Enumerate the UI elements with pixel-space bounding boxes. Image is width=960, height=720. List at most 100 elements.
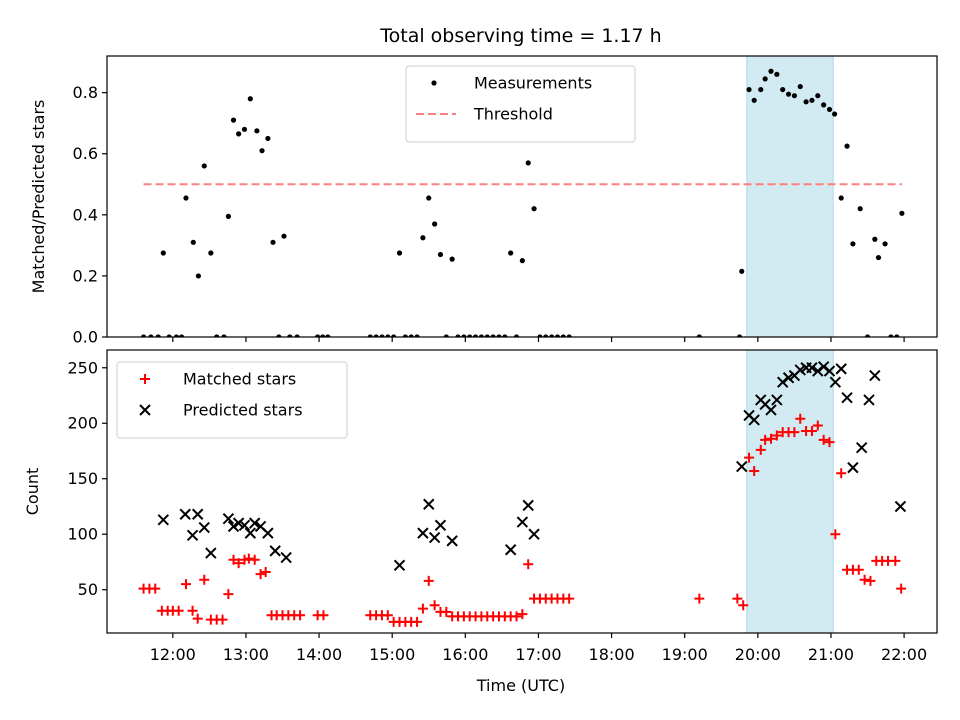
data-point [751, 97, 757, 103]
data-point [148, 334, 154, 337]
data-point [525, 160, 531, 166]
data-point [841, 392, 853, 404]
y-tick-label: 100 [67, 525, 98, 544]
data-point [259, 148, 265, 154]
data-point [517, 609, 528, 620]
data-point [155, 334, 161, 337]
data-point [467, 334, 473, 337]
data-point [564, 593, 575, 604]
data-point [771, 430, 782, 441]
data-point [243, 553, 254, 564]
data-point [864, 334, 871, 337]
data-point [157, 514, 170, 526]
data-point [836, 468, 847, 479]
data-point [890, 555, 901, 566]
data-point [318, 610, 329, 621]
data-point [281, 233, 287, 239]
data-point [262, 527, 274, 539]
data-point [455, 334, 461, 337]
data-point [160, 250, 166, 256]
data-point [771, 394, 783, 406]
y-tick-label: 0.8 [73, 83, 98, 102]
data-point [522, 499, 534, 512]
data-point [183, 195, 189, 201]
data-point [429, 600, 440, 611]
data-point [432, 221, 438, 227]
data-point [824, 437, 835, 448]
data-point [198, 521, 210, 534]
data-point [504, 544, 517, 556]
data-point [869, 369, 881, 382]
data-point [859, 574, 870, 585]
data-point [367, 334, 373, 337]
data-point [513, 334, 520, 337]
data-point [554, 334, 561, 337]
legend-label: Predicted stars [183, 401, 303, 420]
data-point [838, 195, 844, 201]
data-point [516, 516, 529, 528]
data-point [180, 579, 191, 590]
legend-swatch [139, 404, 151, 416]
data-point [560, 334, 566, 337]
data-point [417, 603, 428, 614]
data-point [863, 394, 875, 406]
data-point [523, 559, 534, 570]
data-point [875, 254, 882, 261]
data-point [412, 616, 423, 627]
legend-box [116, 361, 348, 439]
data-point [315, 334, 321, 337]
data-point [249, 554, 260, 565]
data-point [829, 376, 842, 388]
data-point [850, 241, 856, 247]
y-axis-label: Count [23, 468, 42, 516]
data-point [373, 334, 379, 337]
data-point [478, 334, 485, 337]
data-point [173, 334, 180, 337]
data-point [736, 334, 743, 337]
data-point [472, 334, 479, 337]
data-point [205, 547, 217, 559]
data-point [806, 426, 817, 437]
data-point [265, 135, 271, 142]
data-point [223, 589, 234, 600]
data-point [426, 195, 432, 201]
data-point [187, 605, 198, 616]
data-point [408, 334, 414, 337]
data-point [195, 273, 202, 279]
legend-label: Matched stars [183, 370, 296, 389]
data-point [249, 517, 261, 529]
data-point [748, 414, 760, 426]
data-point [830, 529, 841, 540]
data-point [795, 413, 806, 424]
data-point [228, 554, 239, 565]
data-point [835, 363, 847, 375]
data-point [294, 334, 300, 337]
data-point [166, 334, 172, 337]
data-point [244, 527, 257, 539]
highlight-span [746, 349, 834, 634]
data-point [423, 575, 434, 586]
x-tick-label: 14:00 [296, 645, 342, 664]
data-point [766, 433, 776, 444]
data-point [417, 527, 429, 539]
data-point [566, 334, 572, 337]
y-tick-label: 250 [67, 358, 98, 377]
data-point [809, 97, 815, 103]
data-point [320, 334, 326, 337]
data-point [519, 258, 525, 264]
data-point [853, 564, 864, 575]
data-point [894, 500, 907, 513]
data-point [826, 106, 833, 113]
data-point [270, 239, 276, 245]
data-point [899, 210, 905, 216]
axes-frame [106, 55, 938, 338]
data-point [528, 528, 540, 540]
data-point [190, 239, 196, 245]
data-point [227, 520, 240, 533]
data-point [178, 334, 185, 337]
data-point [694, 593, 705, 604]
data-point [191, 508, 204, 520]
data-point [222, 512, 235, 525]
data-point [150, 583, 161, 594]
data-point [269, 545, 281, 557]
